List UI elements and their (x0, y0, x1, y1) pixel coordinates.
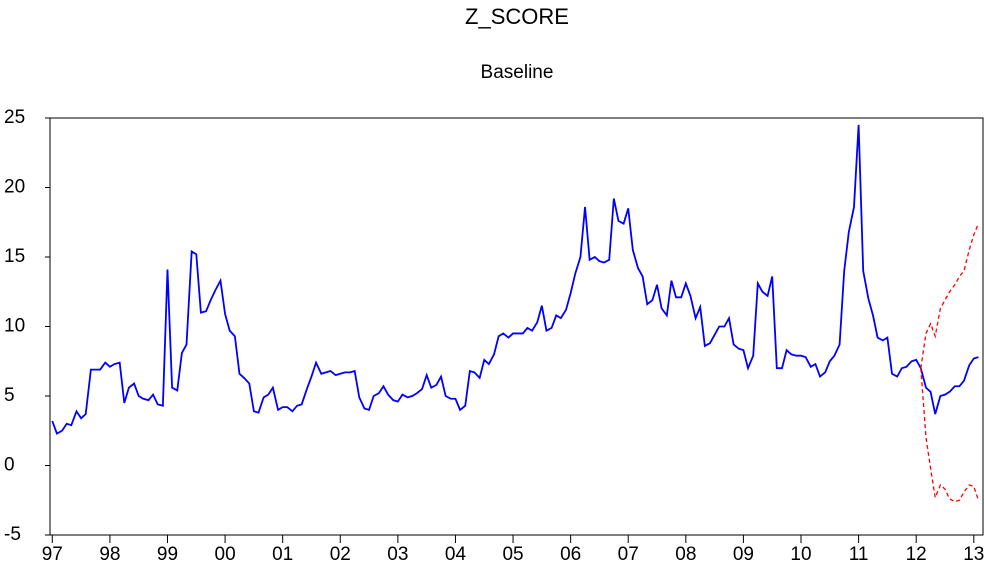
x-tick-label: 05 (502, 544, 523, 565)
x-tick-label: 09 (733, 544, 754, 565)
x-tick-label: 04 (445, 544, 467, 565)
x-tick-label: 99 (157, 544, 178, 565)
x-tick-label: 13 (963, 544, 984, 565)
y-tick-label: 10 (4, 316, 25, 337)
series-line (51, 124, 979, 435)
y-tick-label: 20 (4, 177, 25, 198)
y-tick-label: 15 (4, 246, 25, 267)
x-tick-label: 00 (215, 544, 236, 565)
plot-frame (49, 117, 984, 536)
x-tick-label: 10 (790, 544, 811, 565)
x-tick-label: 98 (99, 544, 120, 565)
x-tick-label: 12 (906, 544, 927, 565)
x-tick-label: 03 (387, 544, 408, 565)
x-tick-label: 11 (849, 544, 869, 565)
series-line (920, 223, 979, 369)
y-tick-label: 0 (4, 455, 15, 476)
y-tick-label: 25 (4, 107, 25, 128)
x-tick-label: 06 (560, 544, 581, 565)
chart-title: Z_SCORE (465, 4, 569, 29)
x-tick-label: 02 (330, 544, 351, 565)
x-tick-label: 07 (618, 544, 639, 565)
chart-subtitle: Baseline (481, 62, 554, 83)
y-tick-label: 5 (4, 385, 15, 406)
x-tick-label: 97 (42, 544, 63, 565)
y-tick-label: -5 (4, 524, 21, 545)
x-tick-label: 08 (675, 544, 696, 565)
x-tick-label: 01 (272, 544, 293, 565)
series-line (920, 368, 980, 503)
